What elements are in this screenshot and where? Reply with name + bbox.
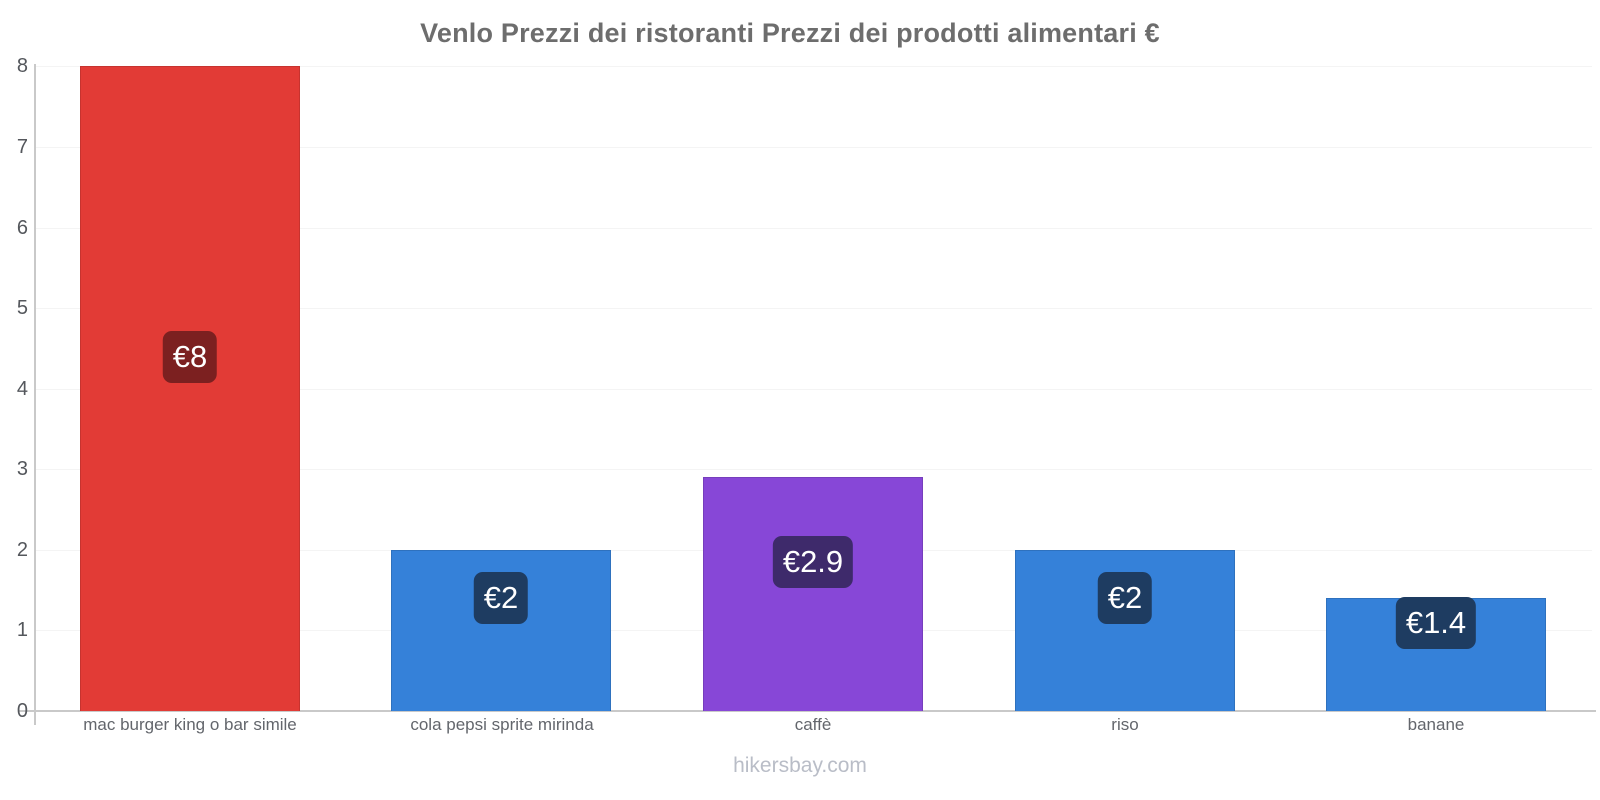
gridline-5 — [36, 308, 1592, 309]
category-label-5: banane — [1407, 715, 1465, 734]
y-tick-label-2: 2 — [16, 539, 28, 561]
category-label-3: caffè — [794, 715, 832, 734]
watermark: hikersbay.com — [733, 754, 867, 777]
gridline-7 — [36, 147, 1592, 148]
x-axis-line — [18, 710, 1596, 712]
gridline-6 — [36, 228, 1592, 229]
value-badge-4: €2 — [1097, 572, 1153, 624]
chart-title: Venlo Prezzi dei ristoranti Prezzi dei p… — [420, 18, 1160, 48]
bar-1 — [80, 66, 300, 711]
y-tick-label-6: 6 — [16, 217, 28, 239]
value-badge-1: €8 — [162, 331, 218, 383]
value-badge-3: €2.9 — [772, 536, 854, 588]
bar-3 — [703, 477, 923, 711]
y-axis-line — [34, 64, 36, 725]
y-tick-label-8: 8 — [16, 55, 28, 77]
category-label-2: cola pepsi sprite mirinda — [410, 715, 594, 734]
value-badge-2: €2 — [473, 572, 529, 624]
category-label-1: mac burger king o bar simile — [83, 715, 297, 734]
y-tick-label-4: 4 — [16, 378, 28, 400]
gridline-8 — [36, 66, 1592, 67]
value-badge-5: €1.4 — [1395, 597, 1477, 649]
y-tick-label-3: 3 — [16, 458, 28, 480]
y-tick-label-7: 7 — [16, 136, 28, 158]
gridline-4 — [36, 389, 1592, 390]
y-tick-label-1: 1 — [16, 619, 28, 641]
y-tick-label-0: 0 — [16, 700, 28, 722]
gridline-3 — [36, 469, 1592, 470]
y-tick-label-5: 5 — [16, 297, 28, 319]
category-label-4: riso — [1111, 715, 1139, 734]
